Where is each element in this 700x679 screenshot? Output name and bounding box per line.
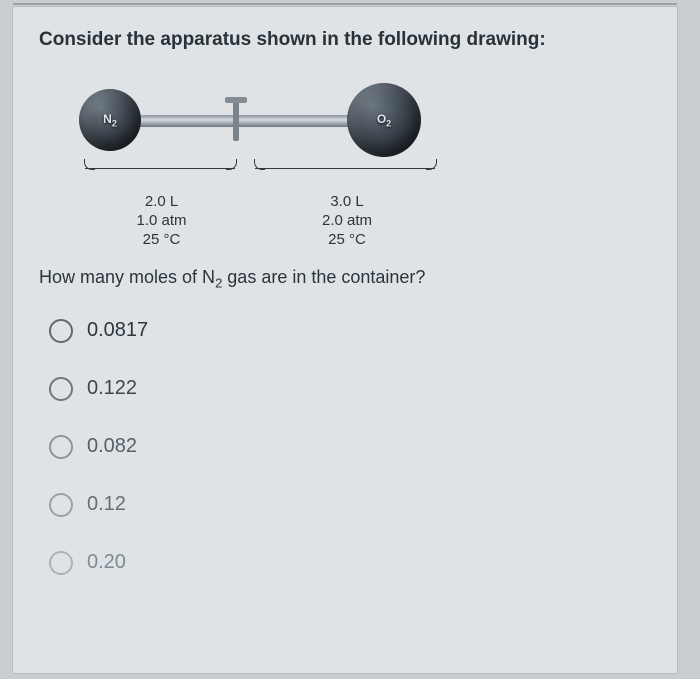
option-label: 0.20 bbox=[87, 551, 126, 574]
option-1[interactable]: 0.122 bbox=[49, 377, 651, 401]
options-list: 0.0817 0.122 0.082 0.12 0.20 bbox=[49, 319, 651, 575]
option-0[interactable]: 0.0817 bbox=[49, 319, 651, 343]
conditions-row: 2.0 L 1.0 atm 25 °C 3.0 L 2.0 atm 25 °C bbox=[79, 193, 651, 249]
flask-right: O2 bbox=[347, 83, 421, 157]
bracket-left bbox=[85, 155, 235, 169]
flask-right-gas-label: O2 bbox=[377, 112, 391, 128]
left-volume: 2.0 L bbox=[79, 193, 244, 212]
left-pressure: 1.0 atm bbox=[79, 212, 244, 231]
prompt-text: Consider the apparatus shown in the foll… bbox=[39, 29, 651, 51]
apparatus-drawing: N2 O2 bbox=[79, 75, 479, 185]
right-temperature: 25 °C bbox=[252, 231, 442, 250]
radio-icon[interactable] bbox=[49, 319, 73, 343]
connecting-tube bbox=[139, 115, 349, 127]
flask-left: N2 bbox=[79, 89, 141, 151]
option-label: 0.082 bbox=[87, 435, 137, 458]
conditions-right: 3.0 L 2.0 atm 25 °C bbox=[252, 193, 442, 249]
left-temperature: 25 °C bbox=[79, 231, 244, 250]
question-text: How many moles of N2 gas are in the cont… bbox=[39, 267, 651, 291]
right-pressure: 2.0 atm bbox=[252, 212, 442, 231]
right-volume: 3.0 L bbox=[252, 193, 442, 212]
option-label: 0.0817 bbox=[87, 319, 148, 342]
option-3[interactable]: 0.12 bbox=[49, 493, 651, 517]
radio-icon[interactable] bbox=[49, 377, 73, 401]
option-4[interactable]: 0.20 bbox=[49, 551, 651, 575]
flask-left-gas-label: N2 bbox=[103, 112, 117, 128]
question-card: Consider the apparatus shown in the foll… bbox=[12, 6, 678, 674]
radio-icon[interactable] bbox=[49, 435, 73, 459]
radio-icon[interactable] bbox=[49, 551, 73, 575]
bracket-right bbox=[255, 155, 435, 169]
stopcock-valve bbox=[233, 99, 239, 141]
conditions-left: 2.0 L 1.0 atm 25 °C bbox=[79, 193, 244, 249]
option-2[interactable]: 0.082 bbox=[49, 435, 651, 459]
option-label: 0.12 bbox=[87, 493, 126, 516]
radio-icon[interactable] bbox=[49, 493, 73, 517]
option-label: 0.122 bbox=[87, 377, 137, 400]
